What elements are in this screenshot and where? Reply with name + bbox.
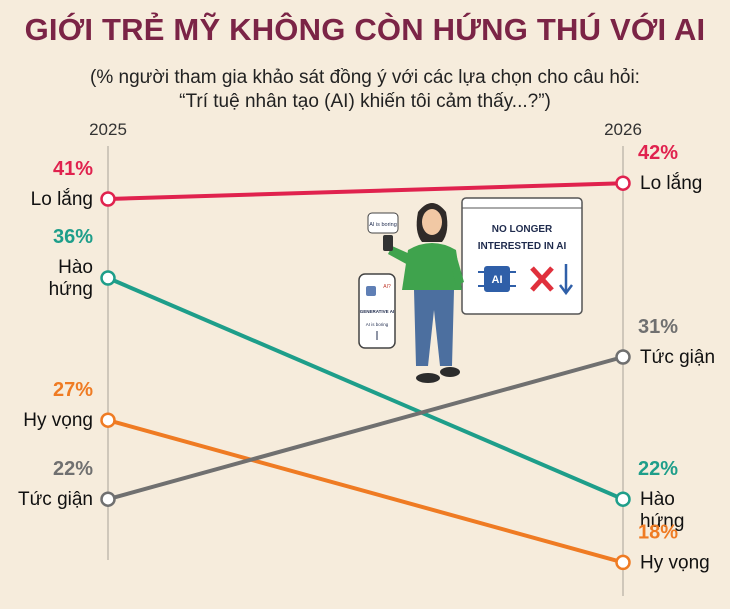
speech-bubble: AI is boring bbox=[367, 212, 399, 234]
phone-illustration: AI? GENERATIVE AI AI is boring bbox=[358, 273, 396, 349]
series-label-hy-vong-2026-line-1: Hy vọng bbox=[640, 552, 710, 573]
subtitle-line-2: “Trí tuệ nhân tạo (AI) khiến tôi cảm thấ… bbox=[179, 91, 551, 112]
robot-icon bbox=[366, 286, 376, 296]
screen-text-line-1: NO LONGER bbox=[492, 224, 553, 235]
point-lo-lang-2025 bbox=[100, 191, 116, 207]
chart-subtitle: (% người tham gia khảo sát đồng ý với cá… bbox=[0, 66, 730, 114]
point-hy-vong-2025 bbox=[100, 412, 116, 428]
screen-chip-label: AI bbox=[492, 274, 503, 286]
screen-text-line-2: INTERESTED IN AI bbox=[478, 241, 567, 252]
series-label-lo-lang-2025-line-1: Lo lắng bbox=[31, 188, 93, 210]
person-illustration bbox=[383, 203, 464, 383]
illustration: NO LONGER INTERESTED IN AI AI bbox=[358, 197, 583, 383]
series-line-tuc-gian bbox=[107, 355, 624, 502]
point-hao-hung-2026 bbox=[615, 491, 631, 507]
point-tuc-gian-2025 bbox=[100, 491, 116, 507]
series-line-lo-lang bbox=[107, 181, 624, 201]
axes: 2025 2026 bbox=[89, 120, 642, 596]
point-lo-lang-2026 bbox=[615, 175, 631, 191]
series-label-hy-vong-2025-line-1: Hy vọng bbox=[23, 410, 93, 431]
value-label-hy-vong-2025: 27% bbox=[53, 379, 93, 401]
phone-app-line-2: AI is boring bbox=[366, 322, 389, 327]
arrow-down-icon bbox=[559, 264, 573, 296]
series-label-hao-hung-2026-line-1: Hào bbox=[640, 489, 675, 510]
phone-tag: AI? bbox=[383, 284, 391, 290]
value-label-tuc-gian-2026: 31% bbox=[638, 316, 678, 338]
value-label-hao-hung-2025: 36% bbox=[53, 226, 93, 248]
value-label-tuc-gian-2025: 22% bbox=[53, 458, 93, 480]
series-label-hao-hung-2026-line-2: hứng bbox=[640, 511, 684, 532]
series-label-tuc-gian-2026-line-1: Tức giận bbox=[640, 347, 715, 368]
point-hy-vong-2026 bbox=[615, 554, 631, 571]
point-hao-hung-2025 bbox=[100, 270, 116, 286]
series-layer bbox=[100, 175, 631, 571]
value-label-hao-hung-2026: 22% bbox=[638, 458, 678, 480]
x-tick-label-2026: 2026 bbox=[604, 120, 642, 139]
series-label-hao-hung-2025-line-1: Hào bbox=[58, 257, 93, 278]
series-line-hao-hung bbox=[107, 276, 624, 502]
series-label-hao-hung-2025-line-2: hứng bbox=[49, 279, 93, 300]
series-line-hy-vong bbox=[107, 418, 624, 565]
value-label-lo-lang-2026: 42% bbox=[638, 142, 678, 164]
value-label-hy-vong-2026: 18% bbox=[638, 521, 678, 543]
ai-chip-icon: AI bbox=[478, 266, 516, 292]
monitor-illustration: NO LONGER INTERESTED IN AI AI bbox=[461, 197, 583, 315]
point-tuc-gian-2026 bbox=[615, 349, 631, 365]
chart-title: GIỚI TRẺ MỸ KHÔNG CÒN HỨNG THÚ VỚI AI bbox=[24, 12, 706, 47]
x-tick-label-2025: 2025 bbox=[89, 120, 127, 139]
phone-in-hand bbox=[383, 235, 393, 251]
x-mark-icon bbox=[530, 266, 554, 292]
subtitle-line-1: (% người tham gia khảo sát đồng ý với cá… bbox=[90, 67, 640, 88]
value-label-lo-lang-2025: 41% bbox=[53, 158, 93, 180]
phone-bubble-text: AI is boring bbox=[369, 222, 397, 228]
phone-app-line-1: GENERATIVE AI bbox=[360, 309, 395, 314]
series-label-lo-lang-2026-line-1: Lo lắng bbox=[640, 172, 702, 194]
series-label-tuc-gian-2025-line-1: Tức giận bbox=[18, 489, 93, 510]
